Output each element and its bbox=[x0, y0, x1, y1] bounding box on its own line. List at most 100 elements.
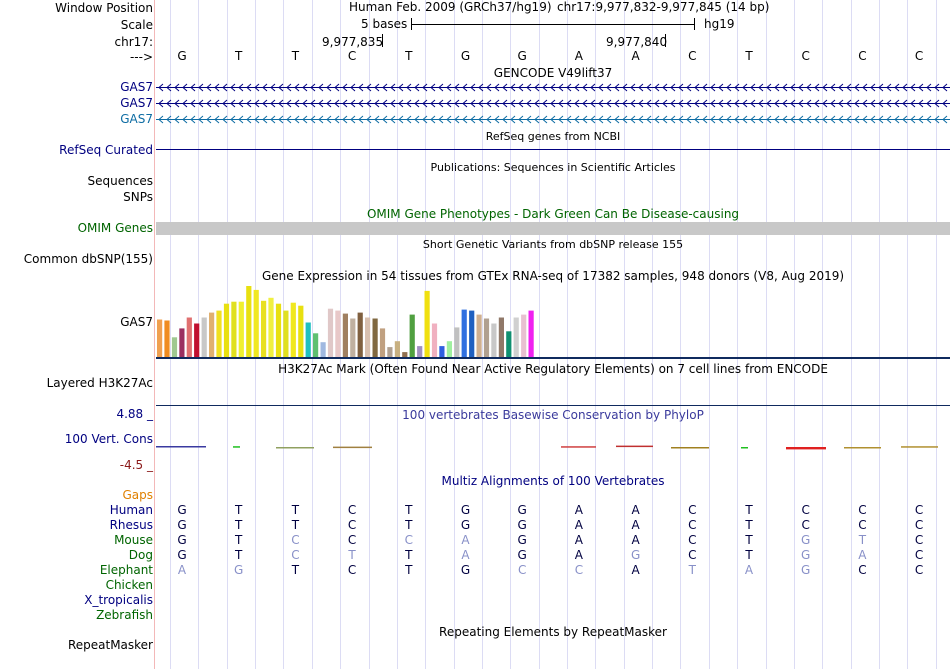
gtex-tissue-bar[interactable] bbox=[313, 333, 319, 357]
alignment-base: C bbox=[404, 533, 413, 547]
gtex-bar-chart[interactable] bbox=[156, 283, 556, 357]
gtex-tissue-bar[interactable] bbox=[335, 310, 341, 357]
label-layered-h3k27ac[interactable]: Layered H3K27Ac bbox=[46, 376, 153, 390]
gtex-tissue-bar[interactable] bbox=[521, 314, 527, 357]
gtex-tissue-bar[interactable] bbox=[171, 337, 178, 357]
omim-gene-bar[interactable] bbox=[156, 222, 950, 235]
gtex-tissue-bar[interactable] bbox=[506, 331, 512, 357]
gtex-tissue-bar[interactable] bbox=[298, 305, 304, 357]
gtex-tissue-bar[interactable] bbox=[194, 323, 200, 358]
phylop-conservation-plot[interactable] bbox=[156, 430, 950, 470]
gridline bbox=[481, 0, 483, 669]
gtex-tissue-bar[interactable] bbox=[320, 342, 326, 357]
gtex-tissue-bar[interactable] bbox=[342, 313, 348, 357]
gtex-tissue-bar[interactable] bbox=[164, 320, 170, 358]
label-gas7-transcript-2[interactable]: GAS7 bbox=[120, 96, 153, 110]
gtex-tissue-bar[interactable] bbox=[283, 310, 289, 357]
alignment-base: A bbox=[574, 533, 583, 547]
gencode-transcript-gas7-1[interactable] bbox=[156, 83, 950, 92]
label-100-vert-cons[interactable]: 100 Vert. Cons bbox=[64, 432, 153, 446]
gtex-tissue-bar[interactable] bbox=[424, 290, 430, 357]
gtex-tissue-bar[interactable] bbox=[157, 319, 163, 358]
gtex-tissue-bar[interactable] bbox=[513, 317, 519, 358]
gtex-tissue-bar[interactable] bbox=[216, 310, 222, 357]
gtex-tissue-bar[interactable] bbox=[528, 310, 534, 357]
species-label-mouse[interactable]: Mouse bbox=[114, 533, 153, 547]
label-cons-min: -4.5 _ bbox=[119, 458, 153, 472]
gtex-tissue-bar[interactable] bbox=[253, 289, 259, 357]
alignment-base: G bbox=[177, 533, 187, 547]
alignment-base: C bbox=[858, 518, 867, 532]
alignment-base: T bbox=[858, 533, 867, 547]
label-divider bbox=[154, 0, 155, 669]
gtex-tissue-bar[interactable] bbox=[454, 327, 460, 357]
h3k27ac-signal-line[interactable] bbox=[156, 405, 950, 406]
gtex-tissue-bar[interactable] bbox=[290, 302, 296, 357]
alignment-base: C bbox=[688, 518, 697, 532]
gtex-tissue-bar[interactable] bbox=[469, 310, 475, 357]
gtex-tissue-bar[interactable] bbox=[476, 314, 482, 357]
gtex-tissue-bar[interactable] bbox=[461, 309, 467, 357]
gtex-tissue-bar[interactable] bbox=[268, 297, 274, 357]
gtex-tissue-bar[interactable] bbox=[431, 323, 438, 358]
alignment-base: T bbox=[291, 518, 300, 532]
gencode-transcript-gas7-2[interactable] bbox=[156, 99, 950, 108]
gtex-tissue-bar[interactable] bbox=[231, 301, 237, 357]
label-gaps[interactable]: Gaps bbox=[122, 488, 153, 502]
gtex-tissue-bar[interactable] bbox=[223, 303, 230, 357]
alignment-base: G bbox=[517, 503, 527, 517]
species-label-dog[interactable]: Dog bbox=[128, 548, 153, 562]
label-repeatmasker[interactable]: RepeatMasker bbox=[67, 638, 153, 652]
label-sequences[interactable]: Sequences bbox=[87, 174, 153, 188]
gtex-tissue-bar[interactable] bbox=[357, 312, 363, 357]
gtex-tissue-bar[interactable] bbox=[379, 328, 386, 357]
refseq-curated-feature[interactable] bbox=[156, 149, 950, 150]
gtex-tissue-bar[interactable] bbox=[394, 341, 400, 357]
alignment-base: T bbox=[745, 503, 753, 517]
gencode-transcript-gas7-3[interactable] bbox=[156, 115, 950, 124]
gtex-tissue-bar[interactable] bbox=[261, 300, 267, 357]
gridline bbox=[680, 0, 682, 669]
gtex-tissue-bar[interactable] bbox=[238, 301, 244, 357]
gtex-tissue-bar[interactable] bbox=[201, 317, 207, 358]
label-common-dbsnp[interactable]: Common dbSNP(155) bbox=[23, 252, 153, 266]
gtex-tissue-bar[interactable] bbox=[483, 318, 490, 358]
gtex-tissue-bar[interactable] bbox=[372, 318, 378, 358]
gridline bbox=[595, 0, 597, 669]
gtex-tissue-bar[interactable] bbox=[417, 346, 423, 357]
label-gas7-transcript-3[interactable]: GAS7 bbox=[120, 112, 153, 126]
gtex-tissue-bar[interactable] bbox=[305, 322, 311, 358]
gtex-tissue-bar[interactable] bbox=[402, 352, 408, 357]
gtex-tissue-bar[interactable] bbox=[491, 323, 497, 358]
gtex-tissue-bar[interactable] bbox=[498, 317, 504, 358]
gtex-tissue-bar[interactable] bbox=[365, 317, 371, 358]
gtex-tissue-bar[interactable] bbox=[246, 286, 252, 357]
gtex-tissue-bar[interactable] bbox=[186, 317, 192, 358]
reference-base: C bbox=[347, 49, 357, 63]
publications-track-title: Publications: Sequences in Scientific Ar… bbox=[430, 161, 676, 174]
alignment-base: C bbox=[574, 563, 584, 577]
gtex-tissue-bar[interactable] bbox=[446, 341, 452, 357]
scale-bar-label: 5 bases bbox=[361, 17, 408, 31]
label-gas7-transcript-1[interactable]: GAS7 bbox=[120, 80, 153, 94]
species-label-zebrafish[interactable]: Zebrafish bbox=[96, 608, 153, 622]
species-label-human[interactable]: Human bbox=[109, 503, 153, 517]
species-label-chicken[interactable]: Chicken bbox=[105, 578, 153, 592]
gtex-tissue-bar[interactable] bbox=[409, 314, 415, 357]
species-label-rhesus[interactable]: Rhesus bbox=[109, 518, 153, 532]
gtex-tissue-bar[interactable] bbox=[439, 346, 445, 357]
gtex-tissue-bar[interactable] bbox=[327, 308, 334, 357]
label-omim-genes[interactable]: OMIM Genes bbox=[77, 221, 153, 235]
alignment-base: A bbox=[461, 533, 470, 547]
alignment-base: C bbox=[688, 548, 697, 562]
gtex-tissue-bar[interactable] bbox=[209, 312, 215, 357]
label-gtex-gene[interactable]: GAS7 bbox=[120, 315, 153, 329]
label-snps[interactable]: SNPs bbox=[123, 190, 153, 204]
gtex-tissue-bar[interactable] bbox=[275, 303, 282, 357]
species-label-elephant[interactable]: Elephant bbox=[99, 563, 153, 577]
species-label-x_tropicalis[interactable]: X_tropicalis bbox=[84, 593, 153, 607]
gtex-tissue-bar[interactable] bbox=[387, 347, 393, 357]
gtex-tissue-bar[interactable] bbox=[179, 328, 185, 357]
gtex-tissue-bar[interactable] bbox=[350, 318, 356, 358]
label-refseq-curated[interactable]: RefSeq Curated bbox=[59, 143, 153, 157]
